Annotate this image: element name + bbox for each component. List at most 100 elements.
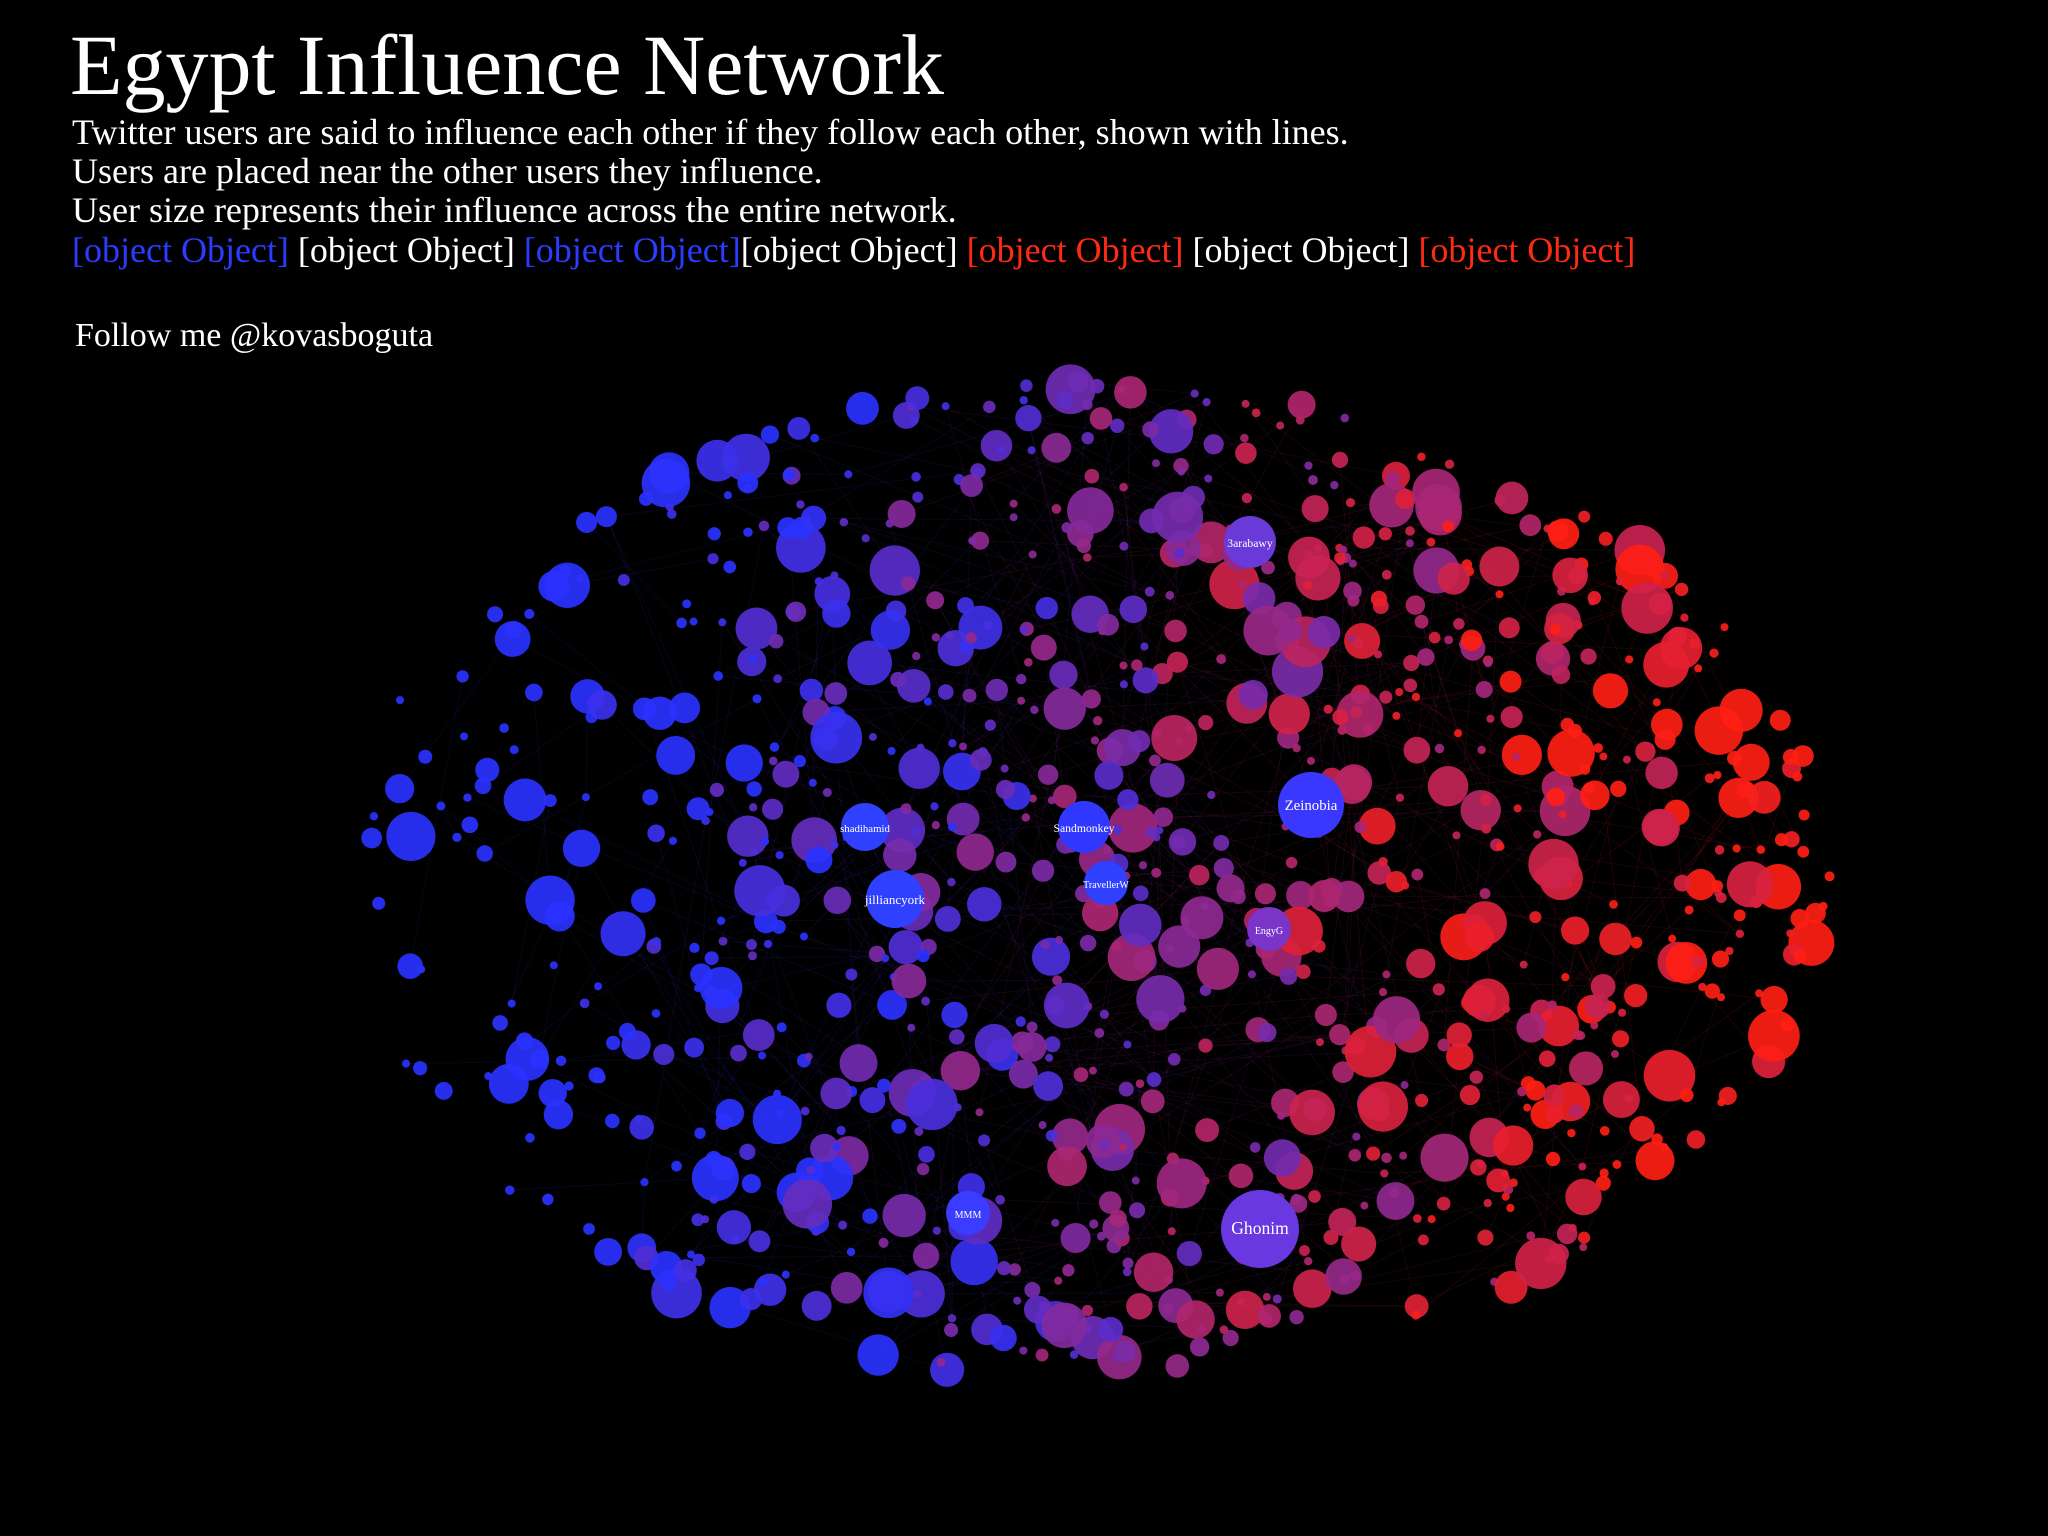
node xyxy=(1340,413,1350,423)
node xyxy=(1523,1103,1532,1112)
node xyxy=(1610,1050,1619,1059)
edge xyxy=(1173,971,1304,1060)
node xyxy=(1366,1146,1381,1161)
node xyxy=(975,1108,984,1117)
node xyxy=(1378,527,1392,541)
node xyxy=(1097,1231,1106,1241)
edge xyxy=(512,638,745,764)
node xyxy=(1621,582,1673,634)
node xyxy=(810,433,820,443)
node xyxy=(705,1150,723,1168)
node xyxy=(1494,1270,1528,1304)
node xyxy=(847,640,893,686)
edge xyxy=(1005,861,1332,890)
node xyxy=(931,821,940,830)
node xyxy=(1411,692,1421,702)
node xyxy=(1040,939,1050,950)
node xyxy=(1113,1340,1136,1363)
node xyxy=(1732,844,1741,853)
node xyxy=(1403,678,1418,693)
node xyxy=(1129,1202,1146,1219)
node xyxy=(1685,868,1717,901)
node xyxy=(1567,1128,1576,1138)
node xyxy=(713,671,724,681)
node xyxy=(1755,989,1764,998)
node xyxy=(916,1162,930,1176)
node xyxy=(505,1185,515,1195)
node xyxy=(1304,1256,1313,1266)
edge xyxy=(1399,797,1623,1014)
node xyxy=(715,1098,745,1128)
node xyxy=(1301,495,1329,523)
node xyxy=(1008,1059,1038,1089)
edge xyxy=(1324,895,1722,899)
node xyxy=(1444,635,1454,645)
node xyxy=(1347,634,1356,643)
node xyxy=(1243,605,1294,656)
node xyxy=(947,1314,957,1323)
node xyxy=(1546,787,1566,807)
node xyxy=(1506,1203,1515,1213)
node xyxy=(1395,793,1405,802)
node xyxy=(643,696,677,730)
edge xyxy=(1425,528,1548,658)
node-label: shadihamid xyxy=(840,823,890,835)
node xyxy=(891,963,927,999)
node xyxy=(1460,789,1501,831)
node xyxy=(1403,736,1431,764)
node xyxy=(984,719,996,731)
node xyxy=(914,1126,924,1136)
node xyxy=(1138,861,1148,870)
node xyxy=(1824,871,1835,882)
node xyxy=(1348,1148,1362,1162)
node xyxy=(1286,881,1315,910)
node xyxy=(544,901,575,932)
node xyxy=(397,953,424,979)
node xyxy=(1593,743,1603,753)
node xyxy=(1719,688,1763,733)
node xyxy=(651,1009,661,1018)
node xyxy=(1339,545,1348,554)
node xyxy=(1076,538,1092,554)
node xyxy=(970,531,990,550)
node xyxy=(1144,586,1155,597)
node xyxy=(846,1247,856,1257)
edge xyxy=(643,899,893,1006)
node xyxy=(905,386,930,411)
node xyxy=(838,1220,848,1230)
node xyxy=(1190,389,1199,398)
node xyxy=(1153,807,1174,828)
node xyxy=(1257,1023,1277,1043)
edge xyxy=(1145,550,1193,681)
node xyxy=(1285,856,1298,869)
edge xyxy=(1306,533,1386,799)
node xyxy=(1533,830,1542,839)
follow-note: Follow me @kovasboguta xyxy=(75,317,433,354)
node xyxy=(1599,752,1608,761)
edge xyxy=(979,540,1138,666)
node xyxy=(1093,716,1103,726)
node xyxy=(1565,1178,1602,1216)
node xyxy=(978,1134,991,1147)
edge xyxy=(1296,681,1511,749)
node-label: TravellerW xyxy=(1083,880,1129,891)
node xyxy=(748,951,757,961)
node xyxy=(413,1061,428,1076)
node xyxy=(727,993,736,1002)
node xyxy=(1166,651,1189,673)
node xyxy=(707,553,719,565)
node xyxy=(1099,1139,1110,1151)
node xyxy=(1460,629,1483,652)
node xyxy=(668,836,678,845)
node xyxy=(947,877,956,887)
node xyxy=(1568,1103,1584,1119)
node xyxy=(1118,1081,1134,1097)
edge xyxy=(538,848,583,1059)
node xyxy=(1434,743,1445,754)
node xyxy=(1333,766,1371,805)
node xyxy=(1378,988,1388,997)
node xyxy=(941,1001,968,1029)
node xyxy=(1015,1016,1026,1027)
node xyxy=(1308,1190,1321,1203)
edge xyxy=(409,676,464,967)
